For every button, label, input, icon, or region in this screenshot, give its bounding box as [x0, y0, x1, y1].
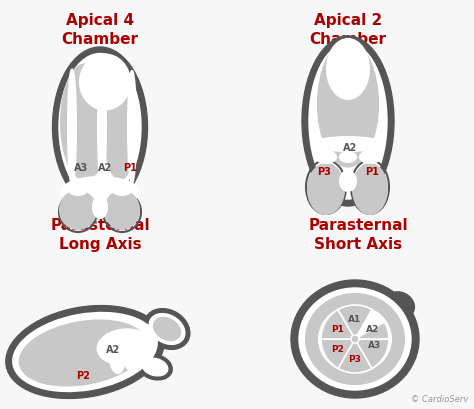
Text: P1: P1 — [365, 166, 379, 177]
Ellipse shape — [302, 37, 394, 207]
Ellipse shape — [306, 294, 404, 384]
Text: A3: A3 — [368, 340, 381, 349]
Ellipse shape — [110, 345, 124, 373]
Ellipse shape — [340, 153, 356, 163]
Wedge shape — [338, 339, 372, 373]
Ellipse shape — [61, 65, 109, 180]
Text: Parasternal
Long Axis: Parasternal Long Axis — [50, 218, 150, 251]
Text: A3: A3 — [74, 163, 88, 173]
Ellipse shape — [154, 318, 180, 340]
Ellipse shape — [313, 138, 383, 152]
Wedge shape — [355, 339, 389, 369]
Text: P1: P1 — [331, 325, 344, 334]
Ellipse shape — [65, 196, 91, 225]
Ellipse shape — [61, 178, 139, 207]
Ellipse shape — [105, 191, 139, 229]
Ellipse shape — [13, 313, 157, 391]
Text: A2: A2 — [106, 344, 120, 354]
Text: P1: P1 — [123, 163, 137, 173]
Ellipse shape — [91, 186, 109, 196]
Wedge shape — [321, 310, 355, 339]
Ellipse shape — [291, 280, 419, 398]
Ellipse shape — [20, 321, 146, 386]
Ellipse shape — [104, 75, 136, 180]
Text: A1: A1 — [348, 315, 362, 324]
Ellipse shape — [144, 309, 190, 350]
Ellipse shape — [128, 72, 136, 184]
Ellipse shape — [6, 306, 164, 398]
Ellipse shape — [309, 44, 387, 200]
Ellipse shape — [299, 288, 411, 390]
Ellipse shape — [308, 164, 344, 214]
Ellipse shape — [149, 314, 185, 344]
Text: © CardioServ: © CardioServ — [410, 394, 468, 403]
Ellipse shape — [98, 330, 153, 365]
Ellipse shape — [351, 335, 359, 343]
Wedge shape — [338, 305, 372, 339]
Text: A2: A2 — [98, 163, 112, 173]
Ellipse shape — [53, 48, 147, 207]
Text: P3: P3 — [348, 355, 362, 364]
Wedge shape — [355, 322, 389, 339]
Ellipse shape — [340, 172, 356, 191]
Text: Parasternal
Short Axis: Parasternal Short Axis — [308, 218, 408, 251]
Text: A2: A2 — [366, 325, 379, 334]
Ellipse shape — [353, 164, 387, 214]
Ellipse shape — [327, 40, 369, 100]
Wedge shape — [321, 339, 355, 369]
Text: A2: A2 — [343, 143, 357, 153]
Ellipse shape — [113, 186, 131, 196]
Ellipse shape — [59, 54, 141, 201]
Ellipse shape — [319, 306, 391, 372]
Ellipse shape — [360, 152, 380, 164]
Ellipse shape — [385, 292, 414, 318]
Ellipse shape — [142, 358, 168, 376]
Ellipse shape — [98, 69, 106, 187]
Text: Apical 2
Chamber: Apical 2 Chamber — [310, 13, 386, 47]
Ellipse shape — [69, 186, 87, 196]
Ellipse shape — [124, 340, 142, 370]
Ellipse shape — [68, 70, 76, 185]
Ellipse shape — [60, 191, 96, 229]
Ellipse shape — [138, 354, 172, 380]
Text: Apical 4
Chamber: Apical 4 Chamber — [62, 13, 138, 47]
Ellipse shape — [93, 196, 107, 218]
Text: P2: P2 — [331, 345, 344, 354]
Ellipse shape — [80, 55, 130, 110]
Text: P3: P3 — [317, 166, 331, 177]
Text: P2: P2 — [76, 370, 90, 380]
Ellipse shape — [318, 43, 378, 167]
Ellipse shape — [316, 152, 336, 164]
